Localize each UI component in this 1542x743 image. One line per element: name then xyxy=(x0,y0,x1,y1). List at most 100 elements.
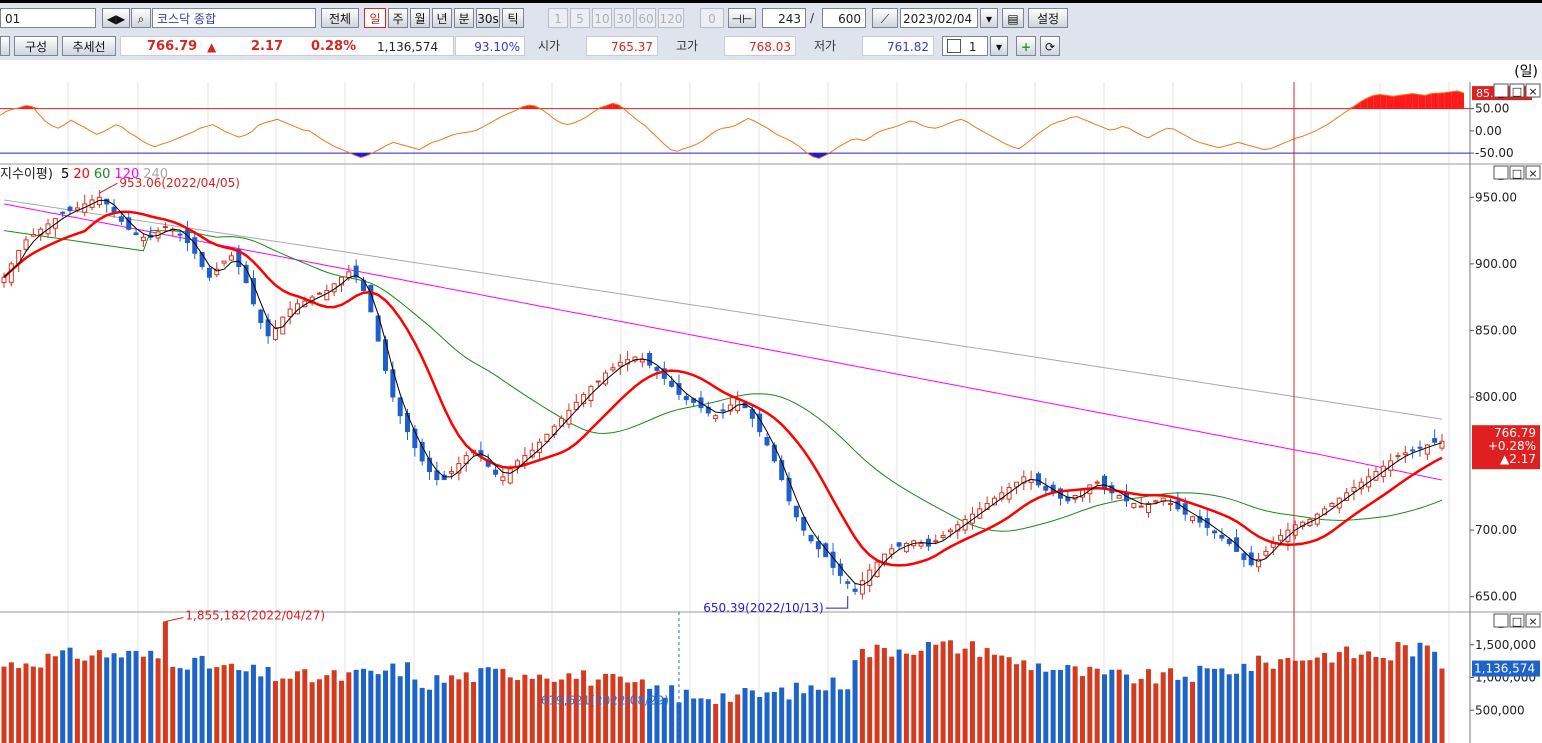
volume-bar xyxy=(874,644,880,743)
panel-2-window-button xyxy=(1509,165,1525,180)
volume-bar xyxy=(595,679,601,743)
volume-bar xyxy=(669,685,675,743)
period-button-5[interactable]: 분 xyxy=(454,8,474,28)
checkbox-icon[interactable] xyxy=(947,39,961,53)
count-input[interactable]: 243 xyxy=(762,8,806,28)
search-icon[interactable]: ⌕ xyxy=(131,8,151,28)
panel-1-window-button xyxy=(1493,83,1509,98)
minute-button-60[interactable]: 60 xyxy=(636,8,656,28)
candle-body xyxy=(250,278,256,305)
change-value: 2.17 xyxy=(251,39,284,54)
qty-select[interactable]: 1 xyxy=(942,36,988,56)
volume-bar xyxy=(632,682,638,743)
volume-bar xyxy=(1079,676,1085,743)
minute-button-30[interactable]: 30 xyxy=(614,8,634,28)
candle-body xyxy=(610,367,616,371)
volume-bar xyxy=(852,660,858,743)
qty-value: 1 xyxy=(968,40,977,54)
minute-button-120[interactable]: 120 xyxy=(658,8,684,28)
volume-bar xyxy=(588,685,594,743)
candle-body xyxy=(1432,438,1438,443)
candle-body xyxy=(412,428,418,449)
price-tick-label: 700.00 xyxy=(1475,523,1517,537)
stock-name-field[interactable]: 코스닥 종합 xyxy=(152,8,316,28)
volume-bar xyxy=(302,669,308,743)
volume-bar xyxy=(1094,668,1100,743)
volume-bar xyxy=(353,669,359,743)
oscillator-panel xyxy=(0,90,1470,159)
qty-dropdown-icon[interactable]: ▾ xyxy=(990,36,1008,56)
period-button-6[interactable]: 30s xyxy=(476,8,500,28)
period-button-2[interactable]: 주 xyxy=(388,8,408,28)
prev-next-button[interactable]: ◀▶ xyxy=(102,8,130,28)
volume-bar xyxy=(1366,651,1372,743)
refresh-icon[interactable]: ⟳ xyxy=(1040,36,1060,56)
spin-icon[interactable]: ⊣⊢ xyxy=(728,8,756,28)
save-icon[interactable]: ▤ xyxy=(1002,8,1024,28)
zero-field[interactable]: 0 xyxy=(700,8,724,28)
volume-bar xyxy=(1043,671,1049,743)
volume-bar xyxy=(808,685,814,743)
maximize-icon: □ xyxy=(1512,85,1522,98)
volume-bar xyxy=(368,670,374,743)
period-button-7[interactable]: 틱 xyxy=(502,8,524,28)
date-dropdown-icon[interactable]: ▾ xyxy=(980,8,998,28)
candle-body xyxy=(1153,500,1159,503)
settings-button[interactable]: 설정 xyxy=(1028,8,1068,28)
volume-bar xyxy=(471,681,477,743)
overbought-fill xyxy=(1418,94,1426,109)
volume-bar xyxy=(214,667,220,743)
panel-3-window-button xyxy=(1493,613,1509,628)
volume-bar xyxy=(1329,662,1335,743)
candle-body xyxy=(566,409,572,425)
code-input[interactable]: 01 xyxy=(0,8,96,28)
volume-bar xyxy=(412,679,418,743)
volume-bar xyxy=(1270,668,1276,743)
minute-button-1[interactable]: 1 xyxy=(548,8,568,28)
all-button[interactable]: 전체 xyxy=(321,8,359,28)
volume-bar xyxy=(1395,642,1401,743)
volume-bar xyxy=(45,653,51,743)
overbought-fill xyxy=(1425,93,1432,109)
chart-type-icon[interactable]: ⟋ xyxy=(872,8,898,28)
volume-current-label: 1,136,574 xyxy=(1474,662,1535,676)
top-toolbar: 01 ◀▶ ⌕ 코스닥 종합 전체 일 주 월 년 분 30s 틱 1 5 10 30 60 120 … xyxy=(0,0,1542,32)
volume-bar xyxy=(896,649,902,743)
left-edge-button[interactable] xyxy=(0,36,10,56)
close-icon: × xyxy=(1528,167,1537,180)
candle-body xyxy=(639,359,645,363)
candle-body xyxy=(808,534,814,542)
total-input[interactable]: 600 xyxy=(822,8,866,28)
volume-panel: 1,855,182(2022/04/27) 619,621(2022/08/29) xyxy=(1,608,1445,743)
period-button-1[interactable]: 일 xyxy=(364,8,386,28)
candle-body xyxy=(405,412,411,433)
candle-body xyxy=(1329,502,1335,507)
volume-bar xyxy=(911,654,917,743)
osc-tick-label: -50.00 xyxy=(1475,146,1514,160)
volume-bar xyxy=(390,663,396,743)
period-button-4[interactable]: 년 xyxy=(432,8,452,28)
grid-lines xyxy=(0,82,1542,743)
volume-bar xyxy=(1153,683,1159,743)
volume-bar xyxy=(757,696,763,743)
date-input[interactable]: 2023/02/04 xyxy=(900,8,978,28)
candle-body xyxy=(1439,440,1445,449)
volume-bar xyxy=(639,679,645,743)
volume-tick-label: 500,000 xyxy=(1475,703,1525,717)
volume-bar xyxy=(52,656,58,743)
oversold-fill xyxy=(367,153,375,156)
minute-button-5[interactable]: 5 xyxy=(570,8,590,28)
candle-body xyxy=(1241,553,1247,560)
close-icon: × xyxy=(1528,85,1537,98)
candle-body xyxy=(199,251,205,268)
period-button-3[interactable]: 월 xyxy=(410,8,430,28)
add-icon[interactable]: + xyxy=(1016,36,1036,56)
candle-body xyxy=(1146,502,1152,514)
candle-body xyxy=(500,476,506,482)
minute-button-10[interactable]: 10 xyxy=(592,8,612,28)
candle-body xyxy=(324,289,330,301)
compose-button[interactable]: 구성 xyxy=(14,36,58,56)
trendline-button[interactable]: 추세선 xyxy=(62,36,116,56)
